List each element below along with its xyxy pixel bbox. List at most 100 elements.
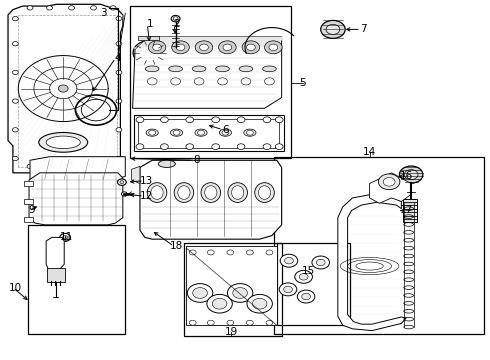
Circle shape <box>27 6 33 10</box>
Ellipse shape <box>220 129 232 136</box>
Circle shape <box>12 17 18 21</box>
Circle shape <box>266 250 273 255</box>
Circle shape <box>299 274 308 280</box>
Circle shape <box>227 320 234 325</box>
Bar <box>186 246 277 325</box>
Circle shape <box>317 259 325 266</box>
Polygon shape <box>132 166 140 184</box>
Circle shape <box>378 174 400 190</box>
Circle shape <box>279 283 297 296</box>
Circle shape <box>269 44 278 50</box>
Circle shape <box>186 144 194 149</box>
Circle shape <box>227 250 234 255</box>
Circle shape <box>81 99 111 121</box>
Polygon shape <box>8 4 123 173</box>
Bar <box>24 181 33 186</box>
Circle shape <box>118 179 126 185</box>
Ellipse shape <box>228 183 247 202</box>
Circle shape <box>263 144 271 149</box>
Text: 13: 13 <box>140 176 153 186</box>
Circle shape <box>399 166 423 183</box>
Circle shape <box>302 293 311 300</box>
Circle shape <box>233 288 247 298</box>
Circle shape <box>189 250 196 255</box>
Circle shape <box>275 117 283 123</box>
Circle shape <box>12 70 18 75</box>
Circle shape <box>280 254 298 267</box>
Circle shape <box>197 130 204 135</box>
Circle shape <box>227 284 253 302</box>
Circle shape <box>326 24 340 35</box>
Ellipse shape <box>258 186 270 199</box>
Ellipse shape <box>239 66 253 72</box>
Ellipse shape <box>39 132 88 152</box>
Text: 7: 7 <box>360 24 367 35</box>
Circle shape <box>186 117 194 123</box>
Circle shape <box>263 117 271 123</box>
Ellipse shape <box>263 66 276 72</box>
Circle shape <box>147 78 157 85</box>
Circle shape <box>116 17 122 21</box>
Circle shape <box>171 78 180 85</box>
Ellipse shape <box>46 136 80 149</box>
Circle shape <box>246 44 255 50</box>
Circle shape <box>321 21 345 39</box>
Polygon shape <box>29 173 123 225</box>
Circle shape <box>383 177 395 186</box>
Circle shape <box>12 156 18 161</box>
Circle shape <box>212 144 220 149</box>
Circle shape <box>116 128 122 132</box>
Circle shape <box>246 130 253 135</box>
Circle shape <box>252 298 267 309</box>
Circle shape <box>116 70 122 75</box>
Circle shape <box>207 320 214 325</box>
Circle shape <box>266 320 273 325</box>
Circle shape <box>247 294 272 313</box>
Circle shape <box>237 144 245 149</box>
Circle shape <box>275 144 283 149</box>
Ellipse shape <box>201 183 220 202</box>
Circle shape <box>265 78 274 85</box>
Ellipse shape <box>255 183 274 202</box>
Circle shape <box>12 128 18 132</box>
Bar <box>130 6 292 158</box>
Bar <box>24 217 33 222</box>
Text: 5: 5 <box>299 78 306 88</box>
Circle shape <box>171 15 180 22</box>
Ellipse shape <box>205 186 217 199</box>
Polygon shape <box>369 173 411 203</box>
Circle shape <box>218 78 227 85</box>
Circle shape <box>189 320 196 325</box>
Circle shape <box>297 290 315 303</box>
Circle shape <box>285 257 294 264</box>
Text: 14: 14 <box>363 147 376 157</box>
Circle shape <box>47 164 52 168</box>
Circle shape <box>241 78 251 85</box>
Circle shape <box>404 170 418 180</box>
Circle shape <box>122 192 127 196</box>
Circle shape <box>27 164 33 168</box>
Polygon shape <box>133 37 282 108</box>
Circle shape <box>312 256 330 269</box>
Text: 10: 10 <box>9 283 22 293</box>
Circle shape <box>146 49 154 56</box>
Text: 9: 9 <box>28 206 35 216</box>
Ellipse shape <box>192 66 206 72</box>
Circle shape <box>246 250 253 255</box>
Circle shape <box>242 41 260 54</box>
Circle shape <box>116 99 122 103</box>
Circle shape <box>195 41 213 54</box>
Circle shape <box>176 44 185 50</box>
Polygon shape <box>133 37 284 49</box>
Circle shape <box>91 6 97 10</box>
Circle shape <box>116 41 122 46</box>
Ellipse shape <box>158 160 175 167</box>
Polygon shape <box>338 194 406 330</box>
Circle shape <box>136 117 144 123</box>
Text: 15: 15 <box>302 266 315 276</box>
Polygon shape <box>140 160 282 239</box>
Circle shape <box>63 235 68 239</box>
Circle shape <box>120 181 124 184</box>
Bar <box>274 157 485 334</box>
Text: 2: 2 <box>173 19 180 29</box>
